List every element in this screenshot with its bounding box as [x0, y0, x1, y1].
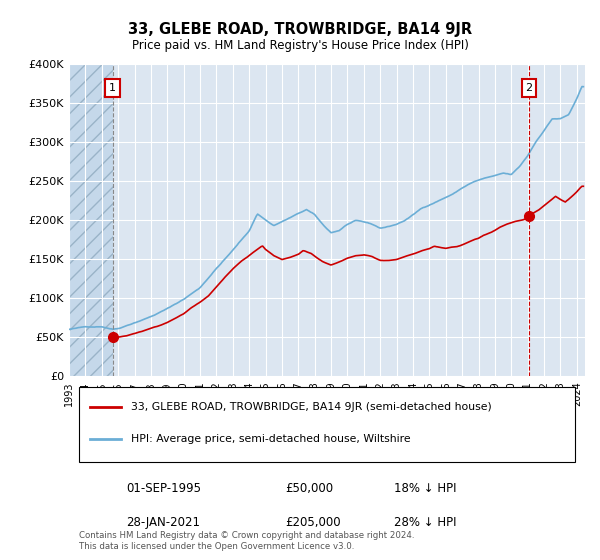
Text: 18% ↓ HPI: 18% ↓ HPI: [394, 482, 457, 495]
Text: 1: 1: [0, 559, 1, 560]
Text: Contains HM Land Registry data © Crown copyright and database right 2024.
This d: Contains HM Land Registry data © Crown c…: [79, 531, 415, 551]
Text: £50,000: £50,000: [286, 482, 334, 495]
Text: HPI: Average price, semi-detached house, Wiltshire: HPI: Average price, semi-detached house,…: [131, 433, 410, 444]
Text: 28-JAN-2021: 28-JAN-2021: [126, 516, 200, 529]
Text: 33, GLEBE ROAD, TROWBRIDGE, BA14 9JR: 33, GLEBE ROAD, TROWBRIDGE, BA14 9JR: [128, 22, 472, 38]
Text: 28% ↓ HPI: 28% ↓ HPI: [394, 516, 457, 529]
FancyBboxPatch shape: [79, 387, 575, 462]
Text: 01-SEP-1995: 01-SEP-1995: [126, 482, 201, 495]
Text: £205,000: £205,000: [286, 516, 341, 529]
Text: 2: 2: [526, 83, 533, 93]
Text: Price paid vs. HM Land Registry's House Price Index (HPI): Price paid vs. HM Land Registry's House …: [131, 39, 469, 52]
Text: 1: 1: [109, 83, 116, 93]
Text: 33, GLEBE ROAD, TROWBRIDGE, BA14 9JR (semi-detached house): 33, GLEBE ROAD, TROWBRIDGE, BA14 9JR (se…: [131, 402, 491, 412]
Bar: [69, 64, 113, 376]
Text: 2: 2: [0, 559, 1, 560]
